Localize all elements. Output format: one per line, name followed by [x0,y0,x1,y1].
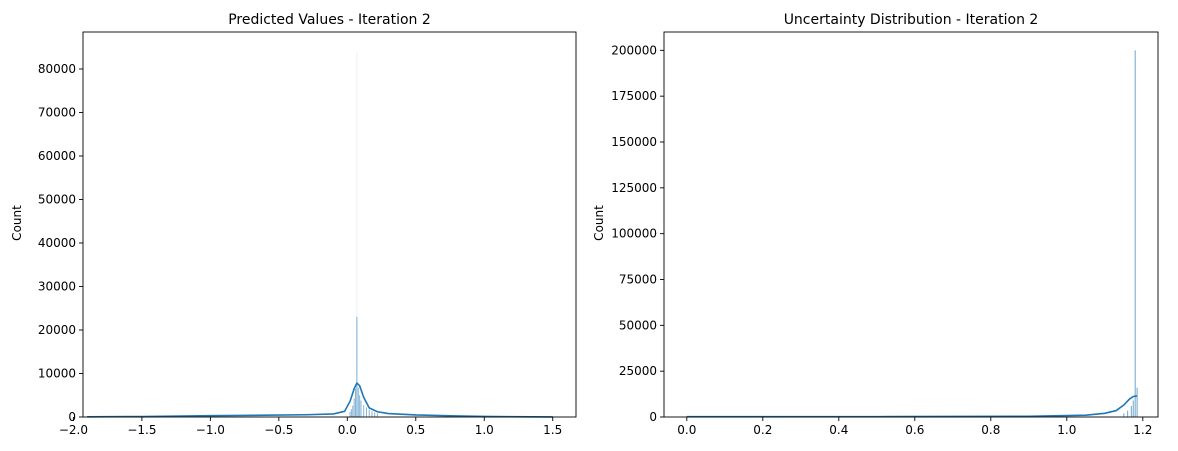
histogram-bar-0 [349,411,351,417]
histogram-bar-6 [357,387,359,417]
y-tick-label: 50000 [38,192,76,206]
histogram-bar-1 [1127,410,1129,417]
y-tick-label: 30000 [38,279,76,293]
histogram-bar-2 [1130,406,1132,417]
predicted-values-subplot: Predicted Values - Iteration 2 Count 0 10… [10,12,577,437]
histogram-bar-10 [365,407,367,417]
histogram-bar-11 [368,409,370,417]
x-ticks-predicted-values: −2.0 −1.5 −1.0 −0.5 0.0 0.5 1.0 1.5 [59,417,562,437]
x-tick-label: 0.0 [338,423,357,437]
histogram-bar-2 [352,405,354,417]
axes-frame-predicted-values [82,31,577,418]
x-tick-label: 0.2 [753,423,772,437]
x-tick-label: 1.2 [1133,423,1152,437]
y-tick-label: 70000 [38,105,76,119]
x-tick-label: 0.8 [981,423,1000,437]
histogram-bar-4 [355,388,357,417]
histogram-bar-7 [359,395,361,417]
histogram-bar-0 [1123,413,1125,417]
histogram-bar-4 [1134,50,1136,417]
uncertainty-distribution-subplot: Uncertainty Distribution - Iteration 2 C… [592,12,1159,437]
x-ticks-uncertainty-distribution: 0.0 0.2 0.4 0.6 0.8 1.0 1.2 [677,417,1152,437]
histogram-bars-uncertainty-distribution [1123,50,1138,417]
y-tick-label: 40000 [38,236,76,250]
histogram-bars-predicted-values [349,51,378,417]
x-tick-label: −0.5 [264,423,293,437]
y-tick-label: 80000 [38,62,76,76]
histogram-bar-5 [356,316,358,417]
x-tick-label: −1.0 [196,423,225,437]
x-tick-label: −2.0 [59,423,88,437]
y-tick-label: 75000 [619,273,657,287]
y-tick-label: 175000 [611,89,657,103]
y-tick-label: 25000 [619,364,657,378]
x-tick-label: 0.4 [829,423,848,437]
y-tick-label: 10000 [38,367,76,381]
y-tick-label: 0 [68,410,76,424]
y-ticks-predicted-values: 0 10000 20000 30000 40000 50000 60000 70000 8000… [38,62,83,424]
x-tick-label: 1.0 [475,423,494,437]
y-tick-label: 60000 [38,149,76,163]
histogram-bar-3 [353,398,355,417]
histogram-bar-14 [376,413,378,417]
histogram-bar-5 [1136,387,1138,417]
x-tick-label: 1.0 [1057,423,1076,437]
x-tick-label: 0.6 [905,423,924,437]
kde-curve-predicted-values [87,381,553,418]
y-axis-label-predicted-values: Count [10,205,24,241]
y-axis-label-uncertainty-distribution: Count [592,205,606,241]
histogram-bar-9 [363,404,365,417]
y-tick-label: 20000 [38,323,76,337]
axes-frame-uncertainty-distribution [663,31,1159,418]
chart-title-uncertainty-distribution: Uncertainty Distribution - Iteration 2 [784,12,1039,28]
chart-title-predicted-values: Predicted Values - Iteration 2 [228,12,431,28]
x-tick-label: −1.5 [127,423,156,437]
histogram-bar-13 [374,412,376,417]
x-tick-label: 0.5 [406,423,425,437]
y-tick-label: 150000 [611,135,657,149]
y-tick-label: 200000 [611,43,657,57]
kde-curve-uncertainty-distribution [686,395,1138,418]
histogram-bar-12 [371,411,373,417]
y-ticks-uncertainty-distribution: 0 25000 50000 75000 100000 125000 150000 175000… [611,43,664,424]
y-tick-label: 100000 [611,227,657,241]
histogram-bar-8 [360,400,362,417]
histogram-bar-3 [1132,400,1134,417]
x-tick-label: 0.0 [677,423,696,437]
x-tick-label: 1.5 [543,423,562,437]
y-tick-label: 50000 [619,318,657,332]
y-tick-label: 125000 [611,181,657,195]
y-tick-label: 0 [649,410,657,424]
histogram-bar-1 [350,409,352,417]
